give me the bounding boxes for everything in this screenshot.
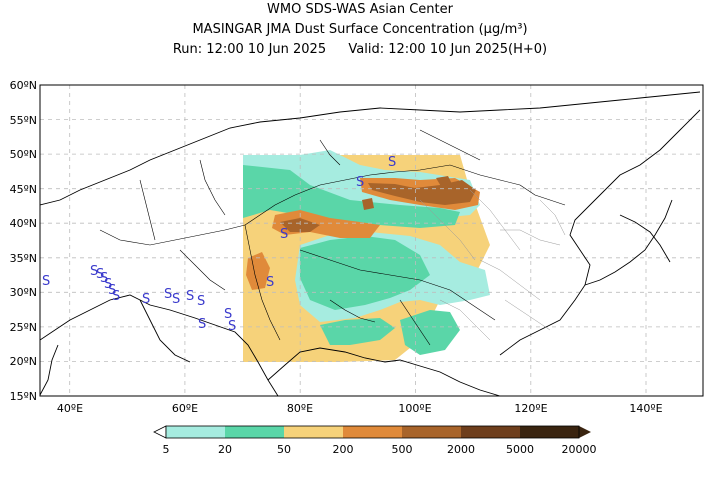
colorbar: 5 20 50 200 500 2000 5000 20000	[153, 425, 597, 456]
dust-marker: S	[388, 155, 396, 170]
colorbar-extend-max	[579, 426, 591, 438]
country-borders	[99, 129, 566, 346]
dust-marker: S	[108, 283, 116, 298]
dust-marker: S	[90, 264, 98, 279]
province-borders	[419, 189, 566, 341]
colorbar-segment	[343, 426, 402, 438]
map-frame-border	[39, 84, 704, 397]
colorbar-outline	[165, 425, 580, 439]
lat-tick-label: 30ºN	[10, 286, 37, 299]
dust-marker: S	[96, 267, 104, 282]
dust-field-very-high-west	[362, 198, 374, 210]
lon-tick-label: 120ºE	[514, 402, 547, 415]
dust-field-mid-east	[400, 310, 460, 355]
dust-observation-markers: S S S S S S S S S S S S S S S S S S S	[42, 155, 396, 334]
colorbar-segment	[461, 426, 520, 438]
dust-marker: S	[186, 289, 194, 304]
dust-marker: S	[112, 289, 120, 304]
colorbar-label: 20	[218, 443, 232, 456]
dust-marker: S	[42, 274, 50, 289]
colorbar-segment	[284, 426, 343, 438]
dust-field-very-high-north	[436, 176, 452, 188]
lat-tick-label: 55ºN	[10, 114, 37, 127]
dust-marker: S	[228, 319, 236, 334]
dust-marker: S	[104, 277, 112, 292]
lon-tick-label: 40ºE	[57, 402, 83, 415]
lat-tick-label: 50ºN	[10, 148, 37, 161]
graticule	[40, 85, 703, 396]
dust-marker: S	[356, 175, 364, 190]
dust-marker: S	[172, 292, 180, 307]
dust-marker: S	[280, 227, 288, 242]
colorbar-label: 5000	[506, 443, 534, 456]
colorbar-label: 5	[163, 443, 170, 456]
colorbar-label: 200	[333, 443, 354, 456]
dust-field-mid-southwest	[320, 318, 395, 345]
dust-marker: S	[142, 292, 150, 307]
dust-marker: S	[198, 317, 206, 332]
lon-tick-label: 80ºE	[287, 402, 313, 415]
colorbar-label: 2000	[447, 443, 475, 456]
map-content: S S S S S S S S S S S S S S S S S S S	[40, 85, 703, 396]
colorbar-segment	[166, 426, 225, 438]
lat-tick-label: 45ºN	[10, 183, 37, 196]
coastlines	[40, 91, 701, 396]
lon-tick-label: 60ºE	[172, 402, 198, 415]
colorbar-label: 20000	[562, 443, 597, 456]
dust-marker: S	[164, 287, 172, 302]
lat-tick-label: 40ºN	[10, 217, 37, 230]
colorbar-segment	[402, 426, 461, 438]
dust-field-mid-tibet	[300, 236, 430, 310]
lat-tick-label: 25ºN	[10, 321, 37, 334]
lon-tick-label: 100ºE	[398, 402, 431, 415]
dust-marker: S	[100, 271, 108, 286]
lat-tick-label: 60ºN	[10, 79, 37, 92]
lat-tick-label: 20ºN	[10, 355, 37, 368]
map-title-block: WMO SDS-WAS Asian Center MASINGAR JMA Du…	[0, 0, 720, 60]
colorbar-segment	[225, 426, 284, 438]
dust-field-very-high-gobi	[368, 180, 476, 205]
title-run-valid: Run: 12:00 10 Jun 2025 Valid: 12:00 10 J…	[0, 40, 720, 60]
colorbar-label: 500	[392, 443, 413, 456]
valid-time: Valid: 12:00 10 Jun 2025(H+0)	[348, 42, 548, 57]
run-time: Run: 12:00 10 Jun 2025	[172, 42, 327, 57]
colorbar-segment	[520, 426, 579, 438]
longitude-axis: 40ºE 60ºE 80ºE 100ºE 120ºE 140ºE	[57, 402, 663, 415]
colorbar-extend-min	[153, 425, 167, 439]
latitude-axis: 15ºN 20ºN 25ºN 30ºN 35ºN 40ºN 45ºN 50ºN …	[10, 79, 37, 403]
title-center: WMO SDS-WAS Asian Center	[267, 2, 453, 17]
lat-tick-label: 35ºN	[10, 252, 37, 265]
title-product: MASINGAR JMA Dust Surface Concentration …	[192, 22, 528, 37]
dust-marker: S	[266, 275, 274, 290]
dust-marker: S	[224, 307, 232, 322]
lon-tick-label: 140ºE	[629, 402, 662, 415]
lat-tick-label: 15ºN	[10, 390, 37, 403]
colorbar-label: 50	[277, 443, 291, 456]
dust-marker: S	[197, 294, 205, 309]
